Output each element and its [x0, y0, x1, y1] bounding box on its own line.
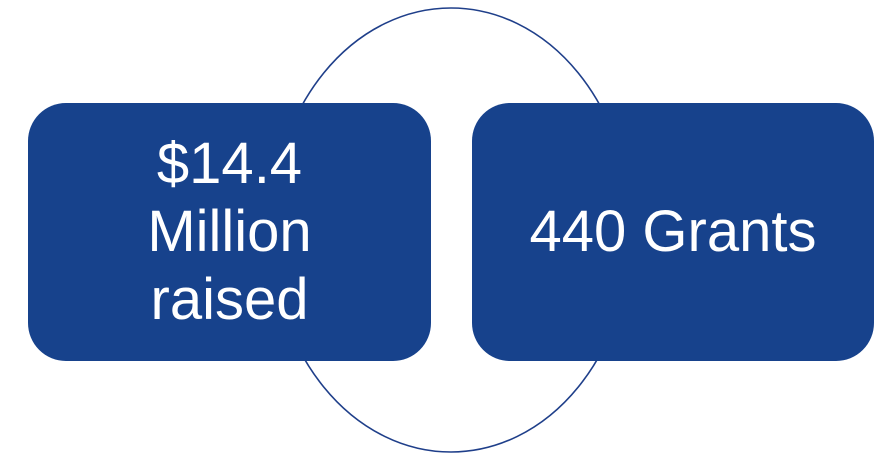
grants-box: 440 Grants [472, 103, 874, 361]
funds-raised-text: $14.4 Million raised [147, 130, 311, 334]
funds-raised-box: $14.4 Million raised [28, 103, 431, 361]
funds-raised-line-2: Million [147, 199, 312, 264]
funds-raised-line-1: $14.4 [156, 131, 303, 196]
grants-text: 440 Grants [530, 198, 817, 266]
funds-raised-line-3: raised [150, 267, 309, 332]
grants-line-1: 440 Grants [529, 199, 817, 264]
